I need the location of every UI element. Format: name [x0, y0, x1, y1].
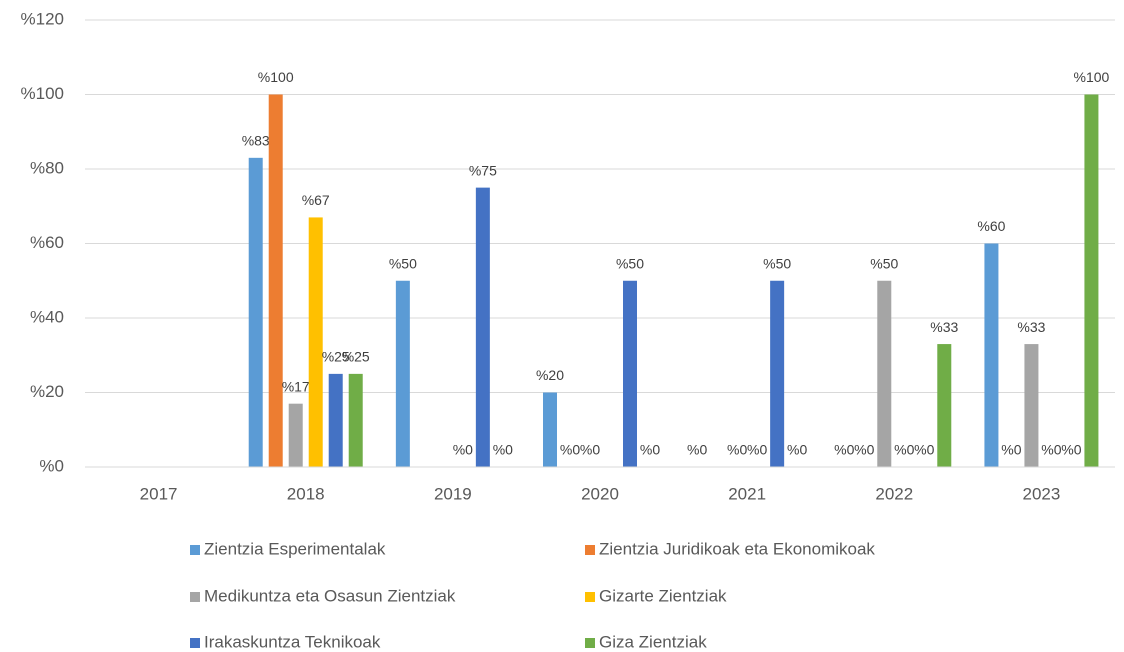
value-label: %33 — [930, 319, 958, 335]
bar — [328, 373, 343, 467]
value-label: %0 — [894, 442, 914, 458]
x-tick-label: 2020 — [581, 484, 619, 503]
y-tick-label: %0 — [39, 456, 64, 475]
value-label: %25 — [342, 349, 370, 365]
value-label: %100 — [258, 69, 294, 85]
value-label: %0 — [834, 442, 854, 458]
value-label: %83 — [242, 133, 270, 149]
value-label: %0 — [1001, 442, 1021, 458]
value-label: %0 — [560, 442, 580, 458]
value-label: %75 — [469, 162, 497, 178]
bar — [288, 403, 303, 467]
value-label: %0 — [747, 442, 767, 458]
value-label: %0 — [1041, 442, 1061, 458]
bar — [984, 243, 999, 467]
value-label: %0 — [580, 442, 600, 458]
value-label: %50 — [870, 255, 898, 271]
legend-swatch — [585, 592, 595, 602]
bar — [475, 187, 490, 467]
bar — [395, 280, 410, 467]
legend-swatch — [585, 545, 595, 555]
bar — [348, 373, 363, 467]
bar — [877, 280, 892, 467]
y-tick-label: %40 — [30, 307, 64, 326]
value-label: %17 — [282, 378, 310, 394]
x-tick-label: 2023 — [1023, 484, 1061, 503]
y-tick-label: %60 — [30, 233, 64, 252]
y-tick-label: %80 — [30, 158, 64, 177]
legend-label: Zientzia Juridikoak eta Ekonomikoak — [599, 539, 875, 558]
x-tick-label: 2019 — [434, 484, 472, 503]
y-tick-label: %120 — [21, 9, 64, 28]
value-label: %20 — [536, 367, 564, 383]
y-tick-label: %100 — [21, 84, 64, 103]
value-label: %0 — [493, 442, 513, 458]
bar — [770, 280, 785, 467]
x-tick-label: 2022 — [875, 484, 913, 503]
value-label: %0 — [787, 442, 807, 458]
bar — [248, 157, 263, 467]
legend-label: Irakaskuntza Teknikoak — [204, 632, 381, 651]
bar — [1024, 344, 1039, 467]
legend-swatch — [585, 638, 595, 648]
value-label: %0 — [854, 442, 874, 458]
value-label: %0 — [640, 442, 660, 458]
bar — [543, 392, 557, 467]
x-tick-label: 2017 — [140, 484, 178, 503]
value-label: %0 — [914, 442, 934, 458]
value-label: %50 — [389, 255, 417, 271]
value-label: %0 — [687, 442, 707, 458]
bar — [1084, 94, 1099, 467]
legend-label: Zientzia Esperimentalak — [204, 539, 386, 558]
bar — [623, 280, 637, 467]
value-label: %50 — [763, 255, 791, 271]
value-label: %0 — [727, 442, 747, 458]
x-tick-label: 2018 — [287, 484, 325, 503]
y-tick-label: %20 — [30, 382, 64, 401]
bar — [268, 94, 283, 467]
legend-swatch — [190, 545, 200, 555]
bar — [937, 344, 952, 467]
value-label: %0 — [453, 442, 473, 458]
value-label: %60 — [977, 218, 1005, 234]
value-label: %0 — [1061, 442, 1081, 458]
value-label: %25 — [322, 349, 350, 365]
value-label: %100 — [1074, 69, 1110, 85]
legend-label: Giza Zientziak — [599, 632, 707, 651]
bar — [308, 217, 323, 467]
x-tick-label: 2021 — [728, 484, 766, 503]
legend-label: Medikuntza eta Osasun Zientziak — [204, 586, 456, 605]
value-label: %67 — [302, 192, 330, 208]
legend-label: Gizarte Zientziak — [599, 586, 727, 605]
value-label: %33 — [1017, 319, 1045, 335]
legend-swatch — [190, 638, 200, 648]
value-label: %50 — [616, 255, 644, 271]
legend-swatch — [190, 592, 200, 602]
